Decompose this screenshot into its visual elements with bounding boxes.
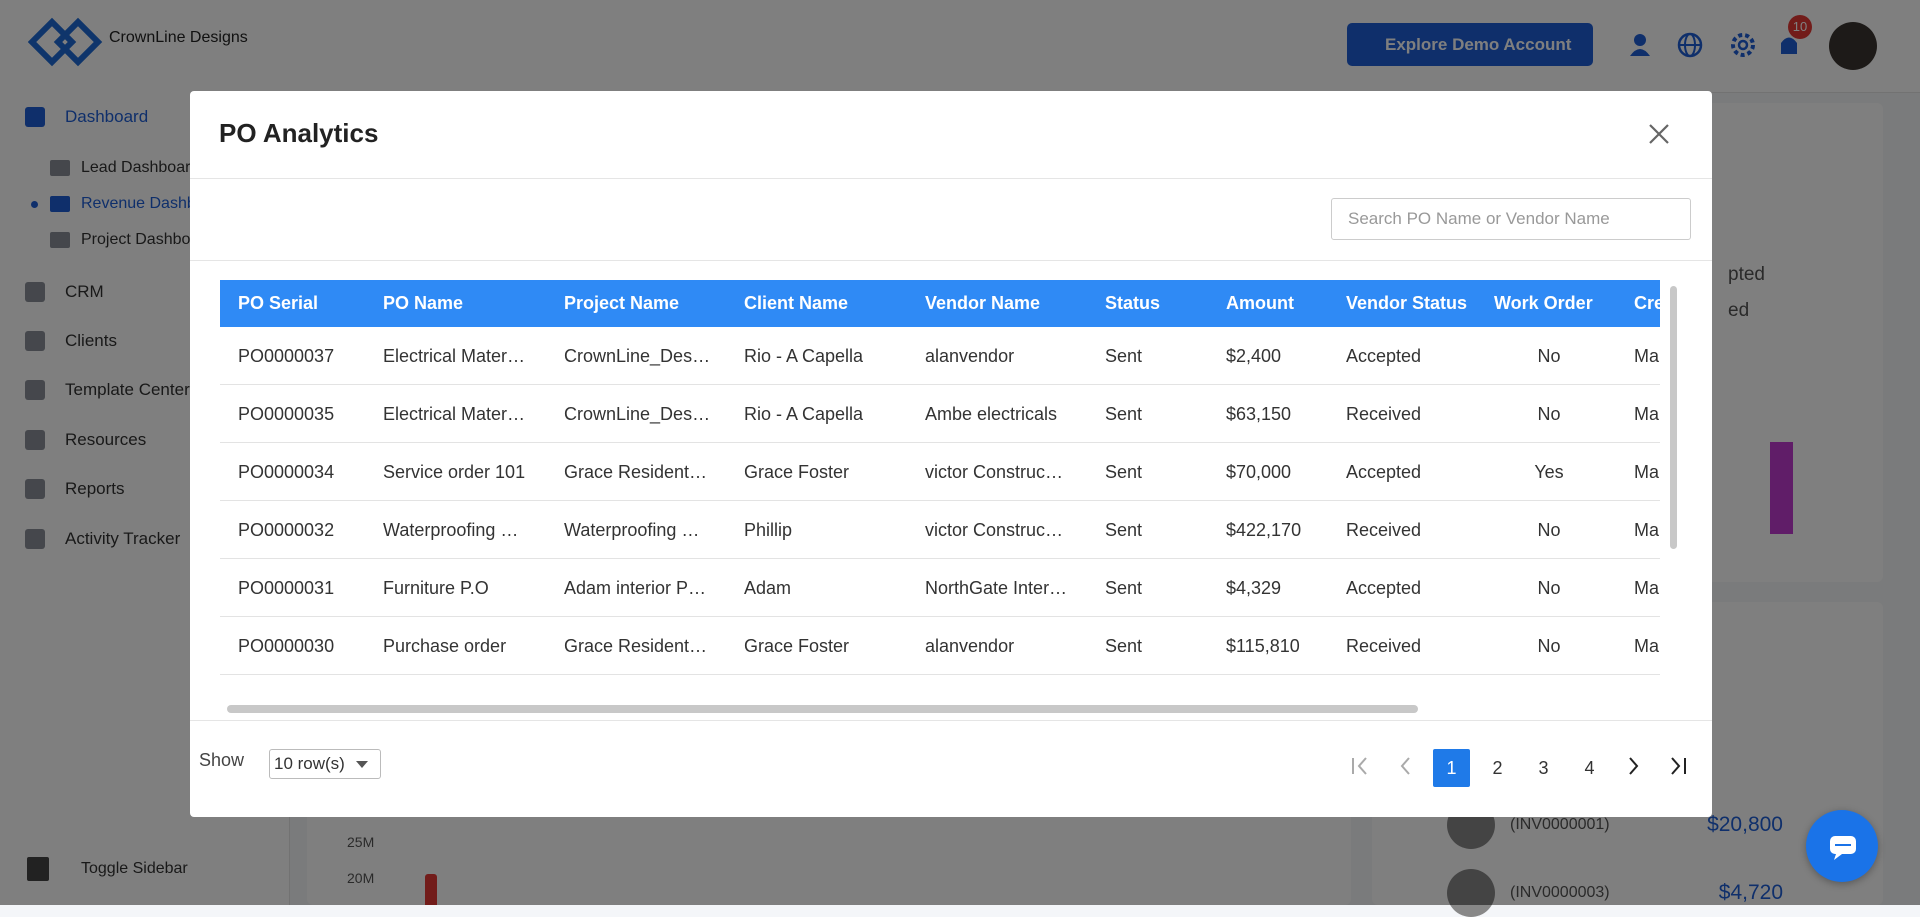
divider	[190, 178, 1712, 179]
table-cell: victor Construc…	[925, 462, 1064, 482]
row-divider	[220, 500, 1660, 501]
table-cell: $4,329	[1226, 578, 1282, 598]
table-cell: $115,810	[1226, 636, 1300, 656]
table-cell: PO0000034	[238, 462, 335, 482]
table-cell: Grace Resident…	[564, 636, 708, 656]
table-cell: Rio - A Capella	[744, 346, 864, 366]
table-cell: alanvendor	[925, 346, 1015, 366]
table-cell: Electrical Mater…	[383, 346, 526, 366]
table-cell: Ma	[1634, 520, 1660, 540]
table-cell: Accepted	[1346, 346, 1422, 366]
column-header[interactable]: Vendor Name	[925, 293, 1041, 313]
show-label: Show	[199, 750, 245, 770]
vertical-scrollbar[interactable]	[1670, 286, 1677, 549]
divider	[190, 720, 1712, 721]
table-cell: No	[1537, 636, 1561, 656]
table-cell: No	[1537, 404, 1561, 424]
table-header	[220, 280, 1660, 327]
column-header[interactable]: Amount	[1226, 293, 1294, 313]
table-cell: No	[1537, 578, 1561, 598]
page-button[interactable]: 2	[1492, 758, 1503, 778]
table-cell: PO0000037	[238, 346, 335, 366]
table-cell: alanvendor	[925, 636, 1015, 656]
table-cell: No	[1537, 346, 1561, 366]
table-cell: Ma	[1634, 462, 1660, 482]
table-cell: Accepted	[1346, 578, 1422, 598]
rows-select[interactable]: 10 row(s)	[269, 749, 381, 779]
table-cell: Ma	[1634, 404, 1660, 424]
horizontal-scrollbar[interactable]	[227, 705, 1418, 713]
table-cell: Adam interior P…	[564, 578, 707, 598]
rows-option: 10 row(s)	[274, 754, 345, 773]
row-divider	[220, 442, 1660, 443]
table-cell: Received	[1346, 520, 1422, 540]
table-cell: Rio - A Capella	[744, 404, 864, 424]
table-cell: Sent	[1105, 520, 1143, 540]
table-cell: PO0000031	[238, 578, 335, 598]
table-cell: Yes	[1534, 462, 1564, 482]
table-cell: $2,400	[1226, 346, 1282, 366]
po-analytics-modal: PO Analytics Search PO Name or Vendor Na…	[190, 91, 1712, 817]
table-cell: $70,000	[1226, 462, 1292, 482]
row-divider	[220, 674, 1660, 675]
table-cell: Ambe electricals	[925, 404, 1058, 424]
row-divider	[220, 384, 1660, 385]
column-header[interactable]: Vendor Status	[1346, 293, 1468, 313]
table-cell: Ma	[1634, 636, 1660, 656]
table-cell: CrownLine_Des…	[564, 404, 711, 424]
table-cell: No	[1537, 520, 1561, 540]
row-divider	[220, 616, 1660, 617]
table-cell: NorthGate Inter…	[925, 578, 1068, 598]
pager-arrows[interactable]	[1350, 751, 1690, 781]
table-cell: Sent	[1105, 404, 1143, 424]
table-cell: victor Construc…	[925, 520, 1064, 540]
column-header[interactable]: Cre	[1634, 293, 1660, 313]
table-cell: Sent	[1105, 346, 1143, 366]
close-button[interactable]	[1648, 123, 1670, 145]
table-cell: Grace Foster	[744, 462, 850, 482]
modal-title: PO Analytics	[219, 118, 379, 148]
column-header[interactable]: PO Name	[383, 293, 464, 313]
table-cell: Ma	[1634, 578, 1660, 598]
table-cell: Ma	[1634, 346, 1660, 366]
column-header[interactable]: Client Name	[744, 293, 849, 313]
table-cell: Sent	[1105, 636, 1143, 656]
column-header[interactable]: Work Order	[1494, 293, 1593, 313]
table-cell: Waterproofing …	[383, 520, 519, 540]
table-cell: Accepted	[1346, 462, 1422, 482]
column-header[interactable]: PO Serial	[238, 293, 319, 313]
chat-button[interactable]	[1806, 810, 1878, 882]
row-divider	[220, 558, 1660, 559]
table-cell: $422,170	[1226, 520, 1302, 540]
table-cell: PO0000030	[238, 636, 335, 656]
table-cell: Service order 101	[383, 462, 526, 482]
table-cell: Grace Foster	[744, 636, 850, 656]
table-cell: CrownLine_Des…	[564, 346, 711, 366]
table-cell: PO0000035	[238, 404, 335, 424]
table-cell: $63,150	[1226, 404, 1292, 424]
divider	[190, 260, 1712, 261]
table-cell: Electrical Mater…	[383, 404, 526, 424]
page-button[interactable]: 3	[1538, 758, 1549, 778]
po-table: PO Serial PO Name Project Name Client Name V…	[220, 280, 1660, 700]
table-cell: Phillip	[744, 520, 793, 540]
table-cell: Sent	[1105, 578, 1143, 598]
table-cell: Received	[1346, 636, 1422, 656]
column-header[interactable]: Status	[1105, 293, 1161, 313]
table-cell: PO0000032	[238, 520, 335, 540]
search-input[interactable]: Search PO Name or Vendor Name	[1331, 198, 1691, 240]
table-cell: Adam	[744, 578, 792, 598]
table-cell: Purchase order	[383, 636, 507, 656]
column-header[interactable]: Project Name	[564, 293, 680, 313]
table-cell: Grace Resident…	[564, 462, 708, 482]
page-button[interactable]: 4	[1584, 758, 1595, 778]
table-cell: Furniture P.O	[383, 578, 489, 598]
table-cell: Sent	[1105, 462, 1143, 482]
table-cell: Received	[1346, 404, 1422, 424]
table-cell: Waterproofing …	[564, 520, 700, 540]
page-button[interactable]: 1	[1433, 749, 1470, 787]
